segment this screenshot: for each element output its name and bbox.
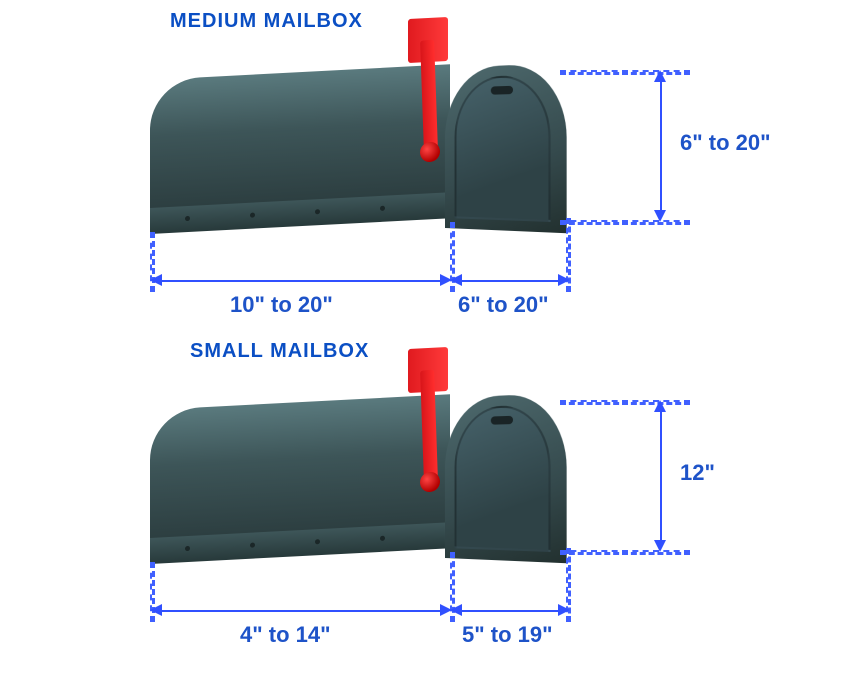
dim-arrow-height <box>660 410 662 540</box>
section-small: SMALL MAILBOX 4" to 14" 5" to 19" 12" <box>0 330 850 686</box>
dim-width-medium: 6" to 20" <box>458 292 549 318</box>
dim-arrow-length <box>160 610 440 612</box>
dim-length-small: 4" to 14" <box>240 622 331 648</box>
title-medium: MEDIUM MAILBOX <box>170 10 363 33</box>
dash-line <box>560 220 690 225</box>
dim-width-small: 5" to 19" <box>462 622 553 648</box>
dim-arrow-width <box>460 280 558 282</box>
title-small: SMALL MAILBOX <box>190 340 369 363</box>
dim-length-medium: 10" to 20" <box>230 292 333 318</box>
section-medium: MEDIUM MAILBOX 10" to 20" 6" to 20" 6" t… <box>0 0 850 340</box>
dim-arrow-width <box>460 610 558 612</box>
mailbox-medium <box>150 50 570 240</box>
dim-height-small: 12" <box>680 460 715 486</box>
dash-line <box>560 550 690 555</box>
mailbox-small <box>150 380 570 570</box>
dim-arrow-length <box>160 280 440 282</box>
dim-height-medium: 6" to 20" <box>680 130 771 156</box>
dash-line <box>560 70 690 75</box>
dash-line <box>560 400 690 405</box>
dim-arrow-height <box>660 80 662 210</box>
